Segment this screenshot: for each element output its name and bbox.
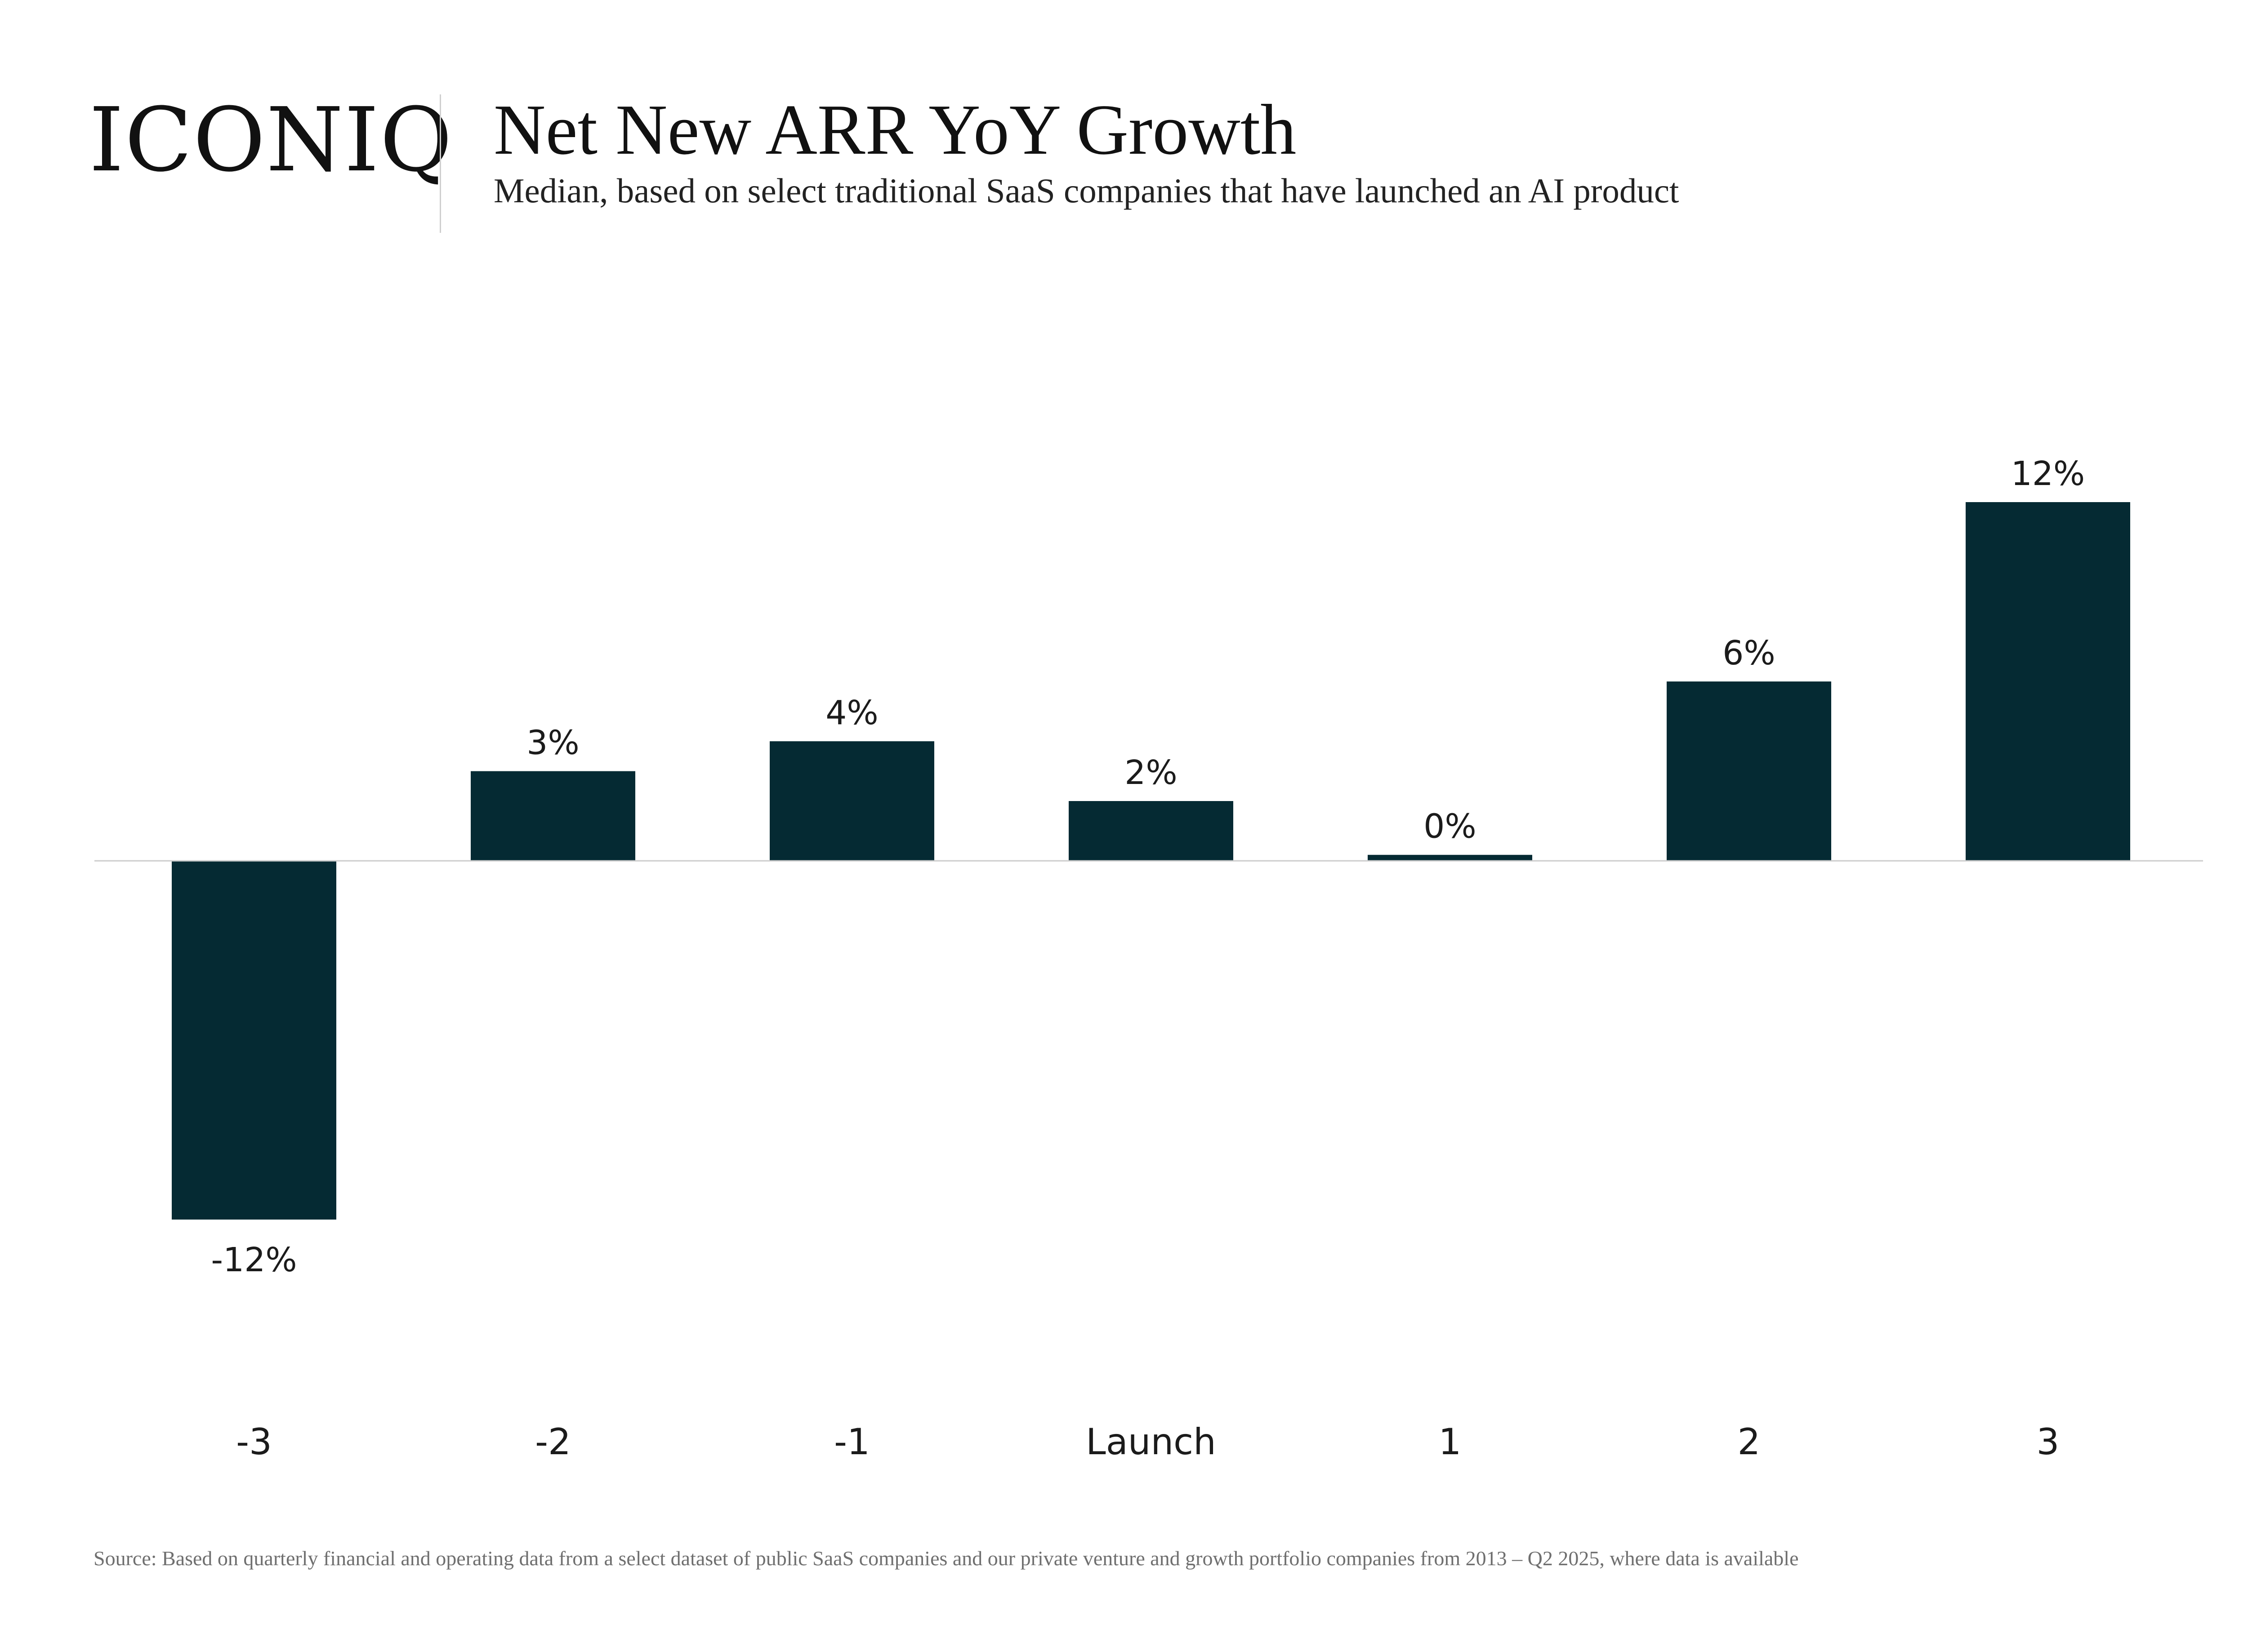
category-label-4: 1 bbox=[1439, 1421, 1462, 1463]
category-label-3: Launch bbox=[1086, 1421, 1216, 1463]
bar-5 bbox=[1667, 681, 1831, 861]
bar-0 bbox=[172, 861, 336, 1220]
bar-4 bbox=[1368, 855, 1532, 861]
bar-6 bbox=[1966, 502, 2130, 861]
value-label-2: 4% bbox=[825, 694, 878, 732]
bars-layer bbox=[172, 502, 2130, 1220]
value-label-4: 0% bbox=[1423, 807, 1476, 846]
value-label-3: 2% bbox=[1124, 753, 1177, 792]
category-label-2: -1 bbox=[834, 1421, 870, 1463]
value-label-1: 3% bbox=[526, 724, 579, 762]
value-label-5: 6% bbox=[1722, 634, 1775, 672]
chart-title: Net New ARR YoY Growth bbox=[494, 89, 1297, 169]
bar-2 bbox=[770, 741, 934, 861]
category-label-5: 2 bbox=[1738, 1421, 1761, 1463]
category-labels-layer: -3 -2 -1 Launch 1 2 3 bbox=[236, 1421, 2059, 1463]
value-label-6: 12% bbox=[2011, 454, 2085, 493]
value-labels-layer: -12% 3% 4% 2% 0% 6% 12% bbox=[211, 454, 2085, 1279]
iconiq-logo: ICONIQ bbox=[89, 89, 453, 191]
category-label-0: -3 bbox=[236, 1421, 272, 1463]
category-label-6: 3 bbox=[2037, 1421, 2060, 1463]
bar-1 bbox=[471, 771, 635, 861]
category-label-1: -2 bbox=[535, 1421, 571, 1463]
source-note: Source: Based on quarterly financial and… bbox=[94, 1547, 1799, 1570]
value-label-0: -12% bbox=[211, 1241, 297, 1279]
chart-subtitle: Median, based on select traditional SaaS… bbox=[494, 171, 1679, 210]
header-divider bbox=[440, 94, 441, 233]
bar-3 bbox=[1069, 801, 1233, 861]
